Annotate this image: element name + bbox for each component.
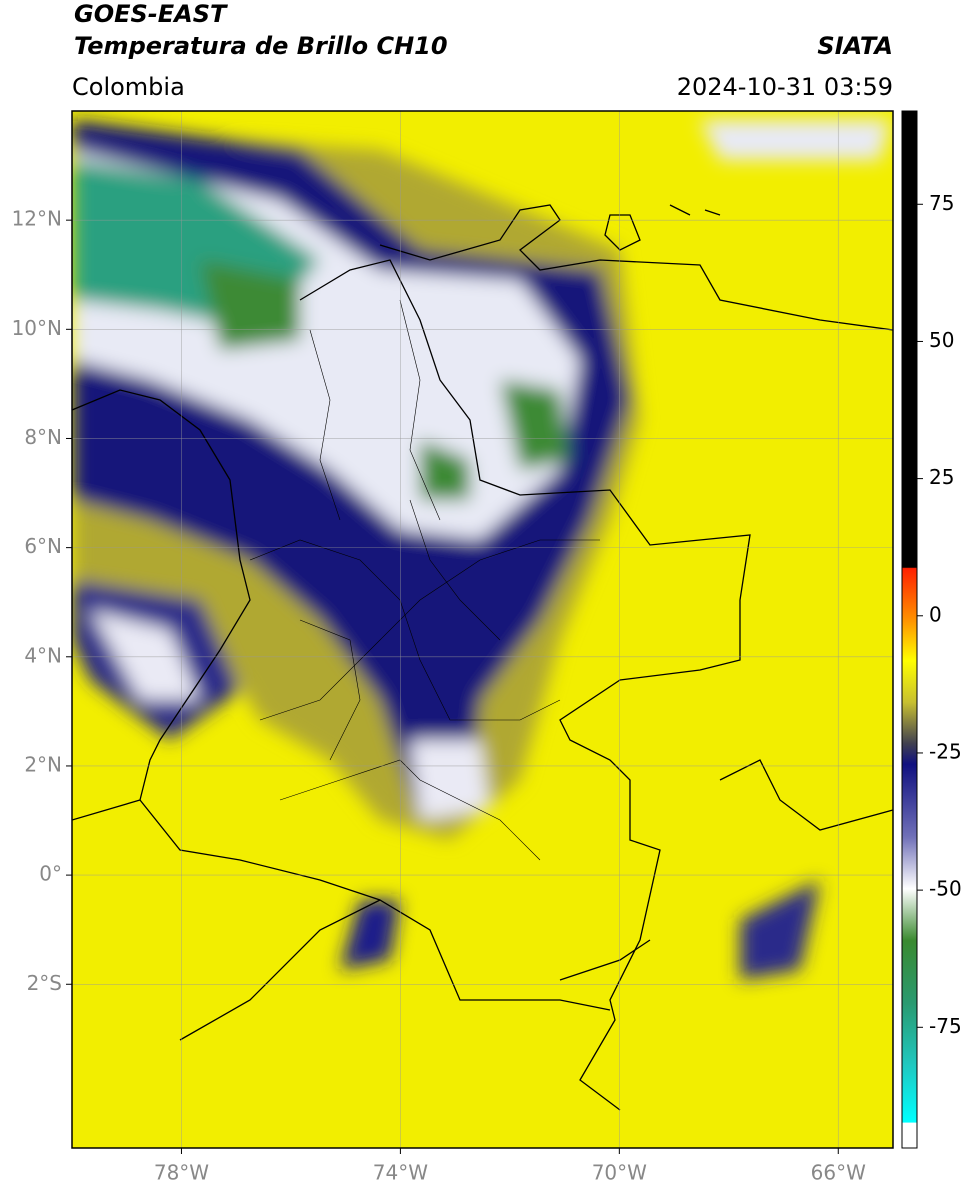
x-tick-label: 66°W <box>811 1161 866 1185</box>
colorbar-tick-label: 0 <box>929 602 942 626</box>
y-tick-label: 6°N <box>24 534 62 558</box>
colorbar-tick-label: -25 <box>929 739 962 763</box>
y-tick-label: 12°N <box>12 207 62 231</box>
y-tick-label: 4°N <box>24 643 62 667</box>
colorbar-tick-label: 25 <box>929 465 954 489</box>
x-tick-label: 74°W <box>373 1161 428 1185</box>
x-tick-label: 78°W <box>154 1161 209 1185</box>
colorbar-tick-label: -50 <box>929 877 962 901</box>
y-tick-label: 8°N <box>24 425 62 449</box>
y-tick-label: 0° <box>39 862 62 886</box>
subtitle: Temperatura de Brillo CH10 <box>74 32 448 60</box>
borders <box>72 204 893 1111</box>
y-tick-label: 2°S <box>27 971 62 995</box>
map-frame <box>71 110 894 1149</box>
x-tick-label: 70°W <box>592 1161 647 1185</box>
source: SIATA <box>817 32 893 60</box>
colorbar <box>901 110 918 1149</box>
title: GOES-EAST <box>74 0 228 28</box>
colorbar-tick-label: 75 <box>929 191 954 215</box>
map <box>72 111 893 1148</box>
region: Colombia <box>72 73 185 101</box>
departments <box>249 299 600 861</box>
colorbar-tick-label: 50 <box>929 328 954 352</box>
grid <box>72 111 893 1148</box>
datetime: 2024-10-31 03:59 <box>677 73 893 101</box>
colorbar-tick-label: -75 <box>929 1014 962 1038</box>
clouds <box>72 120 890 980</box>
y-tick-label: 10°N <box>12 316 62 340</box>
y-tick-label: 2°N <box>24 752 62 776</box>
